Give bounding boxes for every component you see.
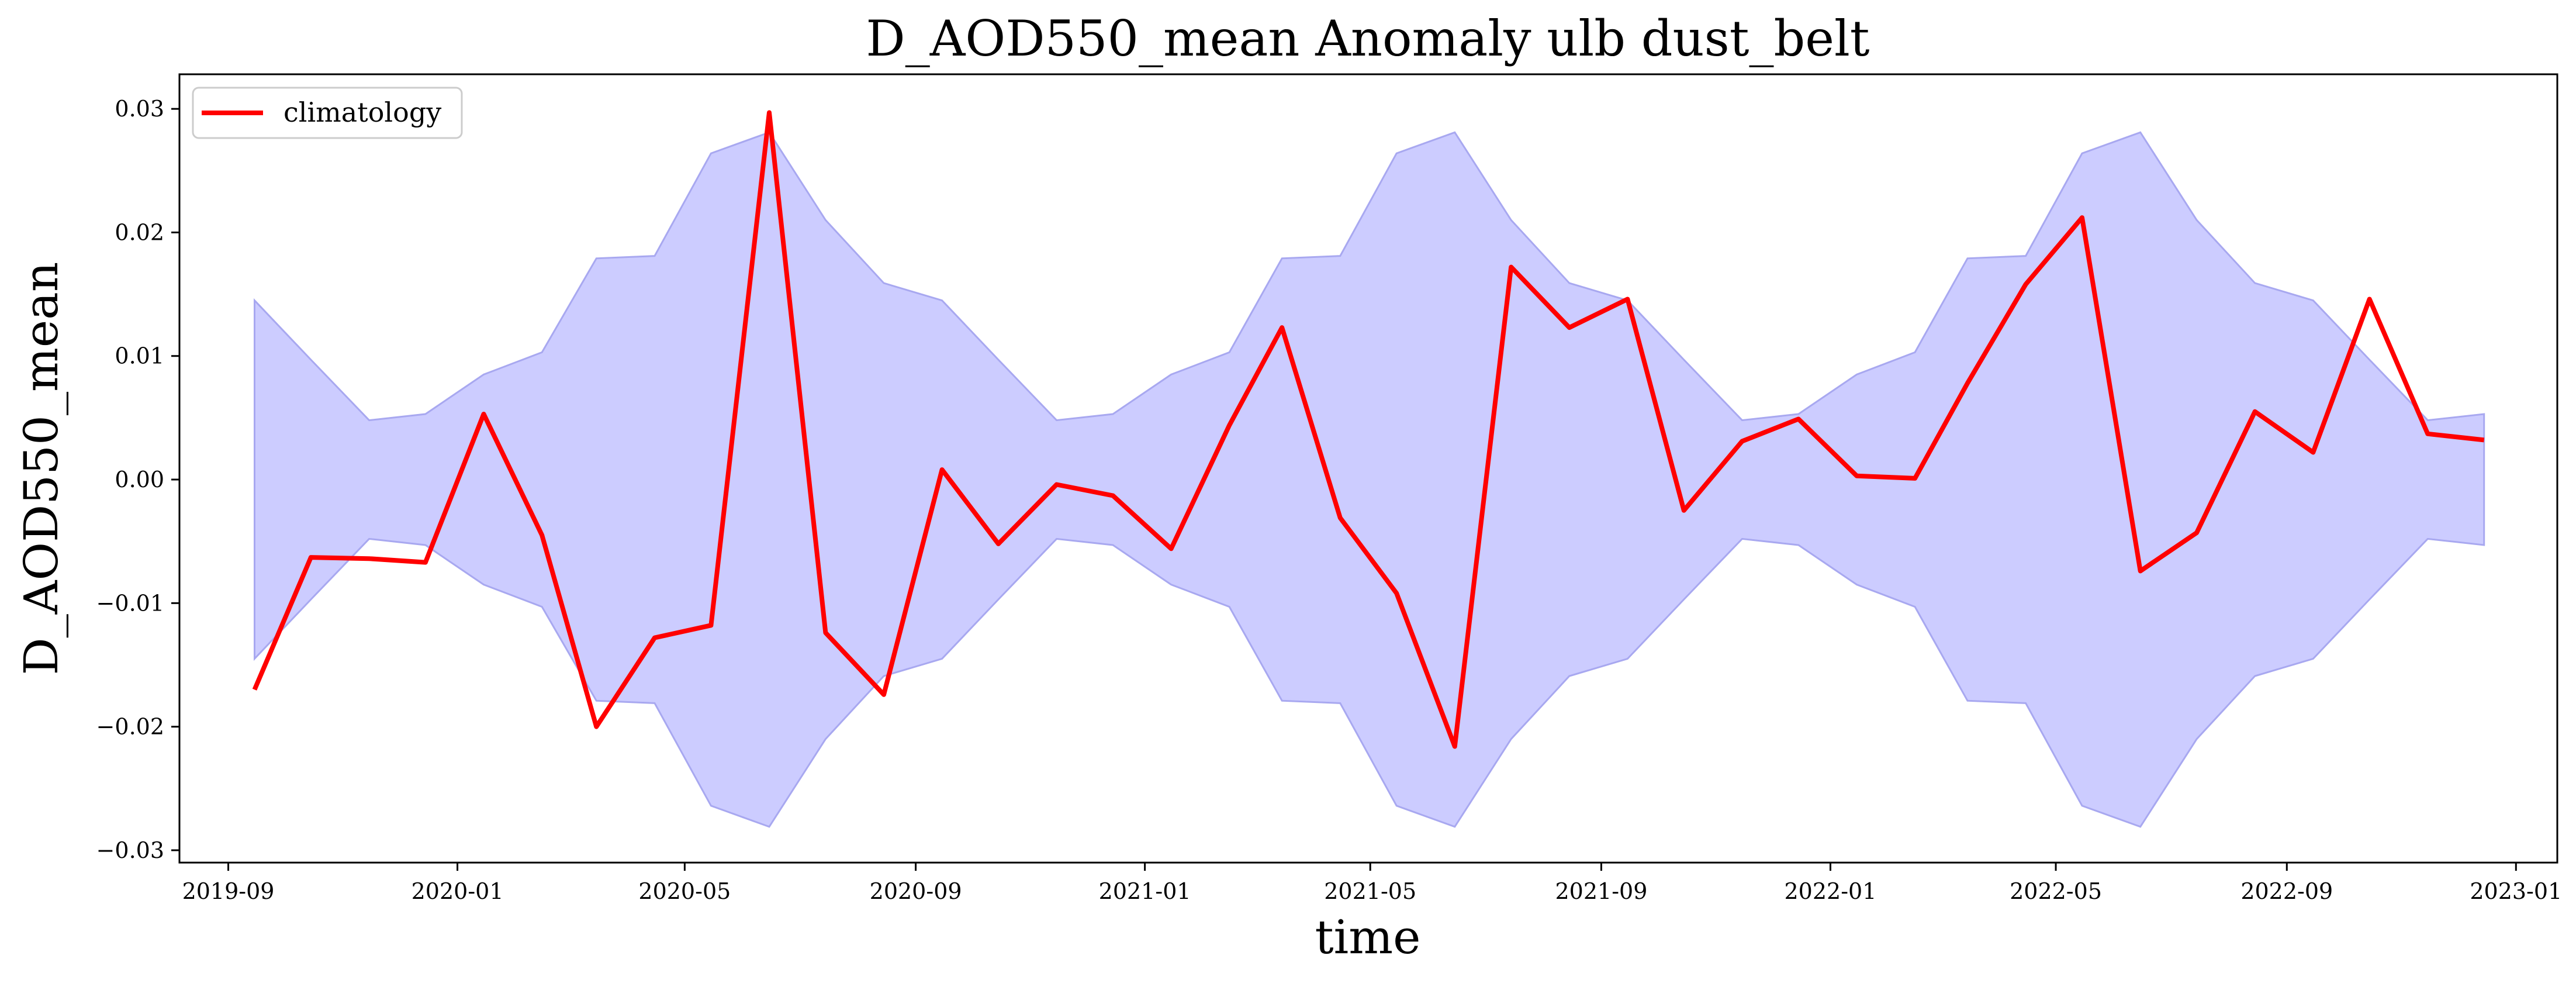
series-line-layer <box>252 110 2485 749</box>
series-line-climatology <box>252 110 2485 749</box>
y-axis-title: D_AOD550_mean <box>14 262 68 675</box>
x-tick-label: 2023-01 <box>2470 878 2562 904</box>
y-tick-label: 0.00 <box>115 467 164 492</box>
y-tick-label: −0.02 <box>96 714 164 740</box>
x-tick-label: 2021-01 <box>1099 878 1191 904</box>
x-axis-title: time <box>1315 910 1421 964</box>
x-tick-label: 2022-01 <box>1785 878 1877 904</box>
legend-label-climatology: climatology <box>283 96 441 128</box>
y-tick-label: 0.03 <box>115 96 164 122</box>
x-tick-label: 2020-09 <box>870 878 962 904</box>
plot-frame <box>178 73 2558 864</box>
x-tick-label: 2020-05 <box>638 878 731 904</box>
x-tick-label: 2021-05 <box>1324 878 1416 904</box>
legend: climatology <box>192 87 463 139</box>
x-tick-label: 2019-09 <box>182 878 275 904</box>
x-tick-label: 2022-05 <box>2010 878 2102 904</box>
y-axis-ticks: −0.03 −0.02 −0.01 0.00 0.01 0.02 0.03 <box>96 96 179 863</box>
y-tick-label: −0.01 <box>96 590 164 616</box>
uncertainty-band-layer <box>254 131 2485 828</box>
y-tick-label: −0.03 <box>96 837 164 863</box>
legend-box <box>192 87 463 139</box>
y-tick-label: 0.02 <box>115 219 164 245</box>
uncertainty-band <box>254 131 2485 828</box>
y-tick-label: 0.01 <box>115 343 164 369</box>
x-axis-ticks: 2019-09 2020-01 2020-05 2020-09 2021-01 2021-… <box>182 863 2562 904</box>
x-tick-label: 2022-09 <box>2240 878 2333 904</box>
chart-title: D_AOD550_mean Anomaly ulb dust_belt <box>866 10 1869 67</box>
x-tick-label: 2021-09 <box>1555 878 1647 904</box>
x-tick-label: 2020-01 <box>412 878 504 904</box>
